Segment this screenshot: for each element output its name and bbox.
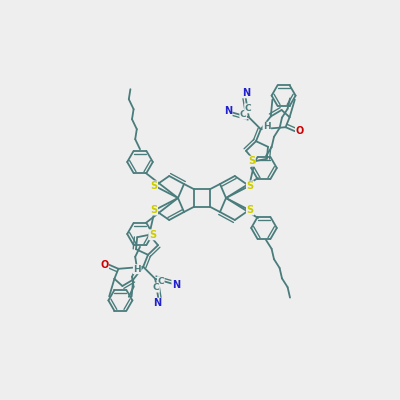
Text: S: S — [149, 230, 156, 240]
Text: N: N — [154, 298, 162, 308]
Text: C: C — [158, 277, 164, 286]
Text: C: C — [245, 104, 251, 113]
Text: S: S — [246, 205, 254, 215]
Text: N: N — [172, 280, 180, 290]
Text: O: O — [100, 260, 108, 270]
Text: S: S — [246, 181, 254, 191]
Text: H: H — [263, 122, 271, 131]
Text: N: N — [242, 88, 250, 98]
Text: C: C — [153, 283, 159, 292]
Text: C: C — [240, 110, 246, 119]
Text: S: S — [150, 181, 158, 191]
Text: O: O — [296, 126, 304, 136]
Text: H: H — [133, 265, 141, 274]
Text: S: S — [248, 156, 255, 166]
Text: N: N — [224, 106, 232, 116]
Text: S: S — [150, 205, 158, 215]
